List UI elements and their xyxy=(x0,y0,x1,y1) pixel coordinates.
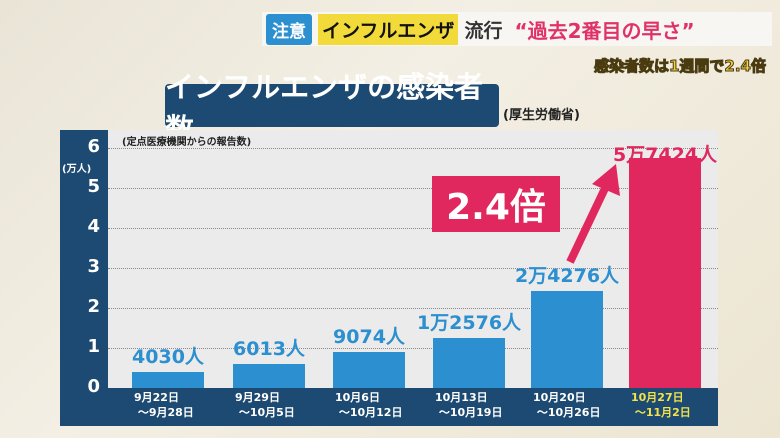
caution-badge: 注意 xyxy=(266,13,312,45)
bar xyxy=(629,158,701,388)
chart-title: インフルエンザの感染者数 xyxy=(165,70,499,146)
bar xyxy=(433,337,505,388)
data-label: 4030人 xyxy=(132,345,204,368)
gridline xyxy=(108,148,718,149)
arrow-icon xyxy=(566,164,620,264)
y-tick-label: 6 xyxy=(87,136,100,157)
y-axis-unit: (万人) xyxy=(62,164,92,175)
y-tick-label: 3 xyxy=(87,256,100,277)
y-tick-label: 1 xyxy=(87,336,100,357)
headline-banner: 注意 インフルエンザ 流行 “過去2番目の早さ” xyxy=(262,12,772,46)
flu-label: インフルエンザ xyxy=(318,13,459,45)
headline-subtitle: 感染者数は1週間で2.4倍 xyxy=(593,57,766,76)
data-label: 9074人 xyxy=(333,325,405,348)
x-tick-label: 10月13日 ～10月19日 xyxy=(435,391,503,419)
bar xyxy=(233,363,305,388)
x-tick-label: 9月29日 ～10月5日 xyxy=(235,391,295,419)
chart-note: (定点医療機関からの報告数) xyxy=(122,137,252,148)
chart-source: (厚生労働省) xyxy=(503,108,580,123)
gridline xyxy=(108,348,718,349)
gridline xyxy=(108,308,718,309)
y-tick-label: 4 xyxy=(87,216,100,237)
ratio-annotation: 2.4倍 xyxy=(432,176,560,232)
data-label: 1万2576人 xyxy=(416,311,522,334)
x-tick-label: 9月22日 ～9月28日 xyxy=(134,391,194,419)
x-tick-label: 10月20日 ～10月26日 xyxy=(533,391,601,419)
y-tick-label: 5 xyxy=(87,176,100,197)
x-tick-label: 10月27日 ～11月2日 xyxy=(631,391,691,419)
y-axis-panel xyxy=(60,130,108,426)
gridline xyxy=(108,228,718,229)
y-tick-label: 2 xyxy=(87,296,100,317)
gridline xyxy=(108,268,718,269)
trend-label: 流行 xyxy=(464,19,503,42)
headline-quote: “過去2番目の早さ” xyxy=(514,18,695,43)
x-axis-band xyxy=(108,388,718,426)
x-tick-label: 10月6日 ～10月12日 xyxy=(335,391,403,419)
bar xyxy=(531,290,603,388)
gridline xyxy=(108,188,718,189)
bar xyxy=(333,351,405,388)
data-label: 2万4276人 xyxy=(514,264,620,287)
data-label: 6013人 xyxy=(233,337,305,360)
bar xyxy=(132,371,204,388)
y-tick-label: 0 xyxy=(87,376,100,397)
data-label: 5万7424人 xyxy=(612,144,718,166)
